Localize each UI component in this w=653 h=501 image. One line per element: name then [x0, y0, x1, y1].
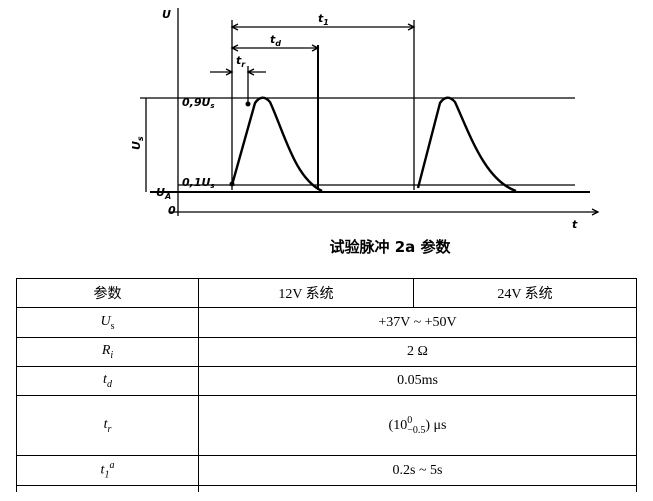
rise-label: tr	[236, 54, 246, 69]
header-cell: 参数	[16, 278, 199, 308]
base-label: UA	[156, 186, 171, 201]
param-cell: td	[16, 366, 199, 396]
value-cell: (10 0 −0.5) μs	[198, 395, 637, 456]
duration-label: td	[270, 33, 281, 48]
level-low-label: 0,1Us	[182, 176, 215, 190]
param-table: 参数 12V 系统 24V 系统 Us +37V ~ +50V Ri 2 Ω td 0.0…	[16, 278, 637, 492]
value-cell: 0.2s ~ 5s	[198, 455, 637, 486]
cell	[16, 485, 199, 492]
caption: 试验脉冲 2a 参数	[329, 238, 451, 256]
level-high-label: 0,9Us	[182, 96, 215, 110]
cell	[198, 485, 637, 492]
value-cell: 2 Ω	[198, 337, 637, 367]
amplitude-label: Us	[130, 136, 145, 150]
param-cell: Us	[16, 307, 199, 338]
pulse-diagram: U t 0 t1 td tr 0,9Us 0,1Us Us UA	[130, 8, 600, 231]
origin-label: 0	[168, 204, 176, 217]
u-axis-label: U	[162, 8, 171, 21]
param-cell: Ri	[16, 337, 199, 367]
value-cell: 0.05ms	[198, 366, 637, 396]
value-cell: +37V ~ +50V	[198, 307, 637, 338]
period-label: t1	[318, 12, 329, 27]
header-cell: 24V 系统	[413, 278, 637, 308]
param-cell: tr	[16, 395, 199, 456]
header-cell: 12V 系统	[198, 278, 414, 308]
param-cell: t1a	[16, 455, 199, 486]
t-axis-label: t	[572, 218, 578, 231]
